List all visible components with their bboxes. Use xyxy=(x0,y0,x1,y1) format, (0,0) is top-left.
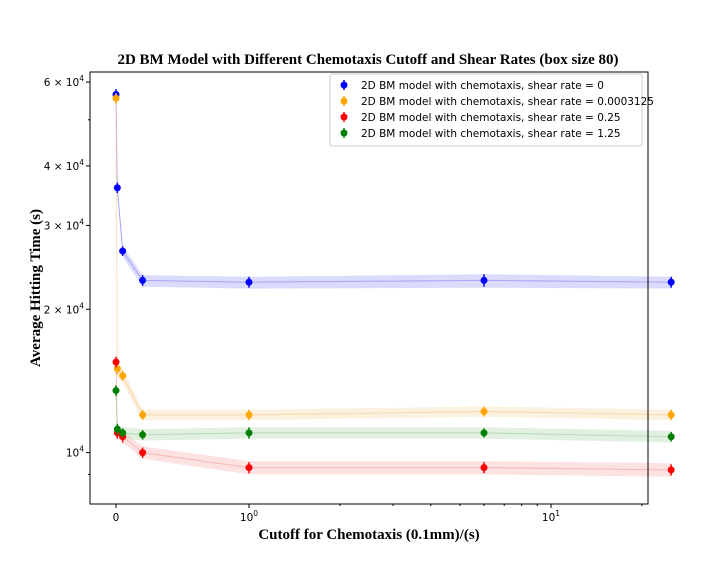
series-1-point xyxy=(112,94,120,102)
series-2-point xyxy=(480,464,488,472)
series-3-point xyxy=(139,431,147,439)
series-3-point xyxy=(113,425,121,433)
series-3-point xyxy=(480,429,488,437)
y-tick-label: 2 × 104 xyxy=(44,301,85,316)
series-0-point xyxy=(245,278,253,286)
axes: 0 100 101 104 2 × 104 3 × 104 4 × 104 6 × 104 xyxy=(44,74,643,524)
series-0-point xyxy=(667,278,675,286)
legend-box xyxy=(329,73,643,147)
legend-marker xyxy=(340,81,348,89)
x-tick-label: 100 xyxy=(240,509,258,524)
x-axis-label: Cutoff for Chemotaxis (0.1mm)/(s) xyxy=(258,527,479,543)
series-3-point xyxy=(667,433,675,441)
series-1-point xyxy=(245,411,253,419)
series-3-point xyxy=(112,387,120,395)
legend: 2D BM model with chemotaxis, shear rate … xyxy=(329,73,654,147)
legend-label: 2D BM model with chemotaxis, shear rate … xyxy=(361,128,621,140)
series-2-band xyxy=(116,355,672,477)
series-1-point xyxy=(667,411,675,419)
series-3-band xyxy=(116,383,672,443)
legend-label: 2D BM model with chemotaxis, shear rate … xyxy=(361,112,621,124)
series-2-point xyxy=(139,449,147,457)
legend-marker xyxy=(340,129,348,137)
x-tick-label: 0 xyxy=(113,512,120,524)
y-tick-label: 4 × 104 xyxy=(44,158,85,173)
y-tick-label: 6 × 104 xyxy=(44,74,85,89)
y-tick-label: 104 xyxy=(66,445,84,460)
y-axis-label: Average Hitting Time (s) xyxy=(28,209,44,367)
series-2-point xyxy=(112,358,120,366)
series-1-point xyxy=(139,411,147,419)
series-1-point xyxy=(480,407,488,415)
plot-area xyxy=(112,85,675,477)
y-tick-label: 3 × 104 xyxy=(44,217,85,232)
legend-marker xyxy=(340,113,348,121)
series-0-point xyxy=(113,184,121,192)
series-2-point xyxy=(667,466,675,474)
series-1-point xyxy=(119,372,127,380)
series-3-point xyxy=(245,429,253,437)
series-0-point xyxy=(139,276,147,284)
plot-frame xyxy=(89,71,649,505)
series-3-point xyxy=(119,429,127,437)
legend-label: 2D BM model with chemotaxis, shear rate … xyxy=(361,80,604,92)
legend-marker xyxy=(340,97,348,105)
series-0-point xyxy=(119,247,127,255)
series-2-point xyxy=(245,464,253,472)
series-0-point xyxy=(480,276,488,284)
legend-label: 2D BM model with chemotaxis, shear rate … xyxy=(361,96,654,108)
x-tick-label: 101 xyxy=(542,509,560,524)
series-1-point xyxy=(113,365,121,373)
chart-title: 2D BM Model with Different Chemotaxis Cu… xyxy=(117,52,618,68)
